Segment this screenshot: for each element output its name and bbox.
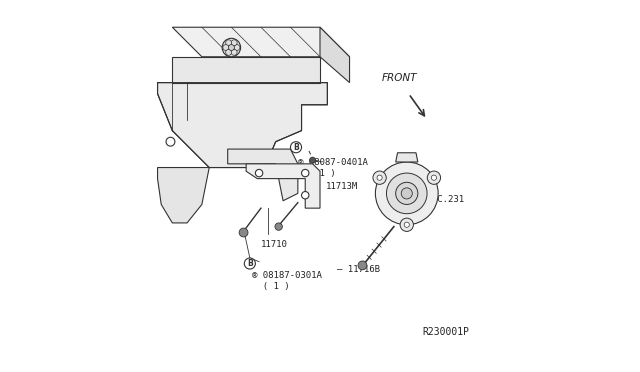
- Polygon shape: [320, 27, 349, 83]
- Polygon shape: [157, 167, 209, 223]
- Circle shape: [301, 169, 309, 177]
- Circle shape: [231, 49, 237, 55]
- Circle shape: [291, 142, 301, 153]
- Circle shape: [358, 261, 367, 270]
- Circle shape: [401, 188, 412, 199]
- Circle shape: [373, 171, 386, 185]
- Text: SEE SEC.231: SEE SEC.231: [405, 195, 464, 204]
- Circle shape: [431, 175, 436, 180]
- Polygon shape: [157, 83, 328, 167]
- Circle shape: [387, 173, 427, 214]
- Circle shape: [222, 38, 241, 57]
- Circle shape: [310, 157, 316, 163]
- Text: B: B: [293, 143, 299, 152]
- Text: 11710: 11710: [261, 240, 288, 248]
- Circle shape: [166, 137, 175, 146]
- Circle shape: [234, 45, 240, 51]
- Circle shape: [275, 223, 282, 230]
- Polygon shape: [396, 153, 418, 162]
- Circle shape: [244, 258, 255, 269]
- Circle shape: [226, 40, 232, 46]
- Text: — 11716B: — 11716B: [337, 265, 380, 275]
- Polygon shape: [228, 149, 298, 201]
- Circle shape: [400, 218, 413, 231]
- Circle shape: [228, 45, 234, 51]
- Text: 11713M: 11713M: [326, 182, 358, 191]
- Text: B: B: [247, 259, 253, 268]
- Text: ® 08087-0401A
  ( 1 ): ® 08087-0401A ( 1 ): [298, 158, 368, 179]
- Circle shape: [231, 40, 237, 46]
- Text: FRONT: FRONT: [381, 73, 417, 83]
- Circle shape: [376, 162, 438, 225]
- Circle shape: [223, 45, 229, 51]
- Text: ® 08187-0301A
  ( 1 ): ® 08187-0301A ( 1 ): [252, 271, 321, 291]
- Polygon shape: [246, 164, 320, 208]
- Circle shape: [255, 169, 263, 177]
- Polygon shape: [172, 57, 320, 83]
- Circle shape: [428, 171, 440, 185]
- Circle shape: [226, 49, 232, 55]
- Polygon shape: [172, 27, 349, 57]
- Circle shape: [239, 228, 248, 237]
- Circle shape: [404, 222, 410, 227]
- Circle shape: [301, 192, 309, 199]
- Text: R230001P: R230001P: [422, 327, 470, 337]
- Circle shape: [396, 182, 418, 205]
- Circle shape: [377, 175, 382, 180]
